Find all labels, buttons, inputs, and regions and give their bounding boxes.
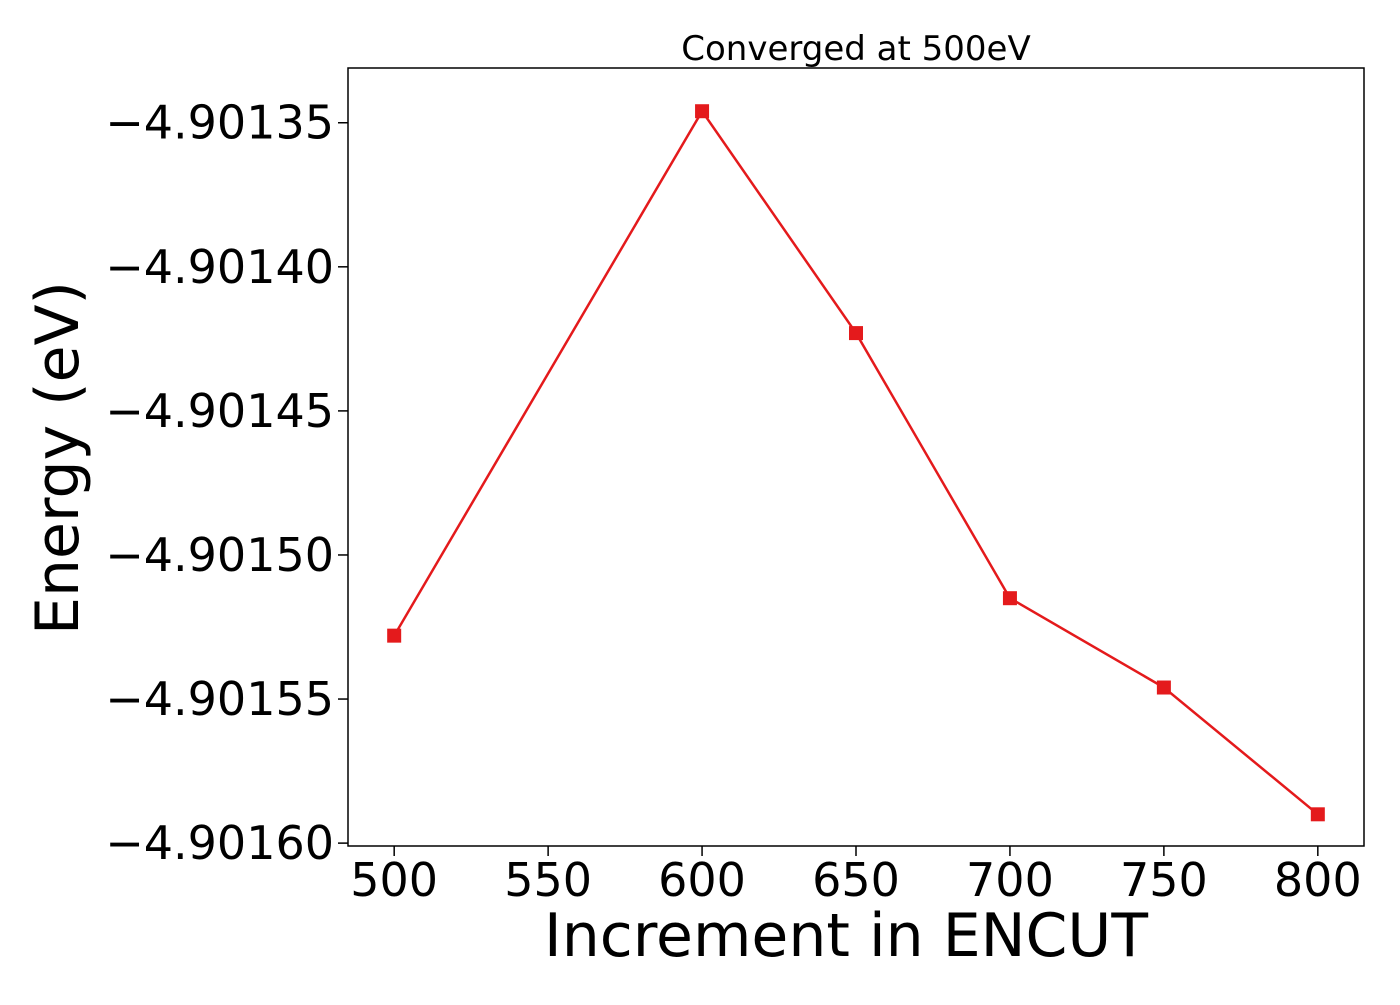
data-point — [1002, 591, 1017, 606]
x-tick-label: 650 — [812, 853, 900, 907]
data-point — [1156, 680, 1171, 695]
x-tick-label: 550 — [504, 853, 592, 907]
x-tick-label: 600 — [658, 853, 746, 907]
plot-frame — [347, 67, 1365, 847]
x-axis-label: Increment in ENCUT — [544, 901, 1148, 971]
chart-title: Converged at 500eV — [681, 29, 1030, 69]
y-axis-label: Energy (eV) — [23, 281, 93, 635]
y-tick-label: −4.90135 — [105, 96, 334, 150]
series-line — [393, 108, 1319, 816]
x-tick-label: 700 — [966, 853, 1054, 907]
y-tick-label: −4.90150 — [105, 528, 334, 582]
data-point — [695, 104, 710, 119]
x-tick-label: 500 — [350, 853, 438, 907]
y-tick-label: −4.90160 — [105, 816, 334, 870]
data-point — [1310, 807, 1325, 822]
x-tick-label: 800 — [1274, 853, 1362, 907]
y-tick-label: −4.90145 — [105, 384, 334, 438]
data-point — [849, 326, 863, 341]
x-tick-label: 750 — [1120, 853, 1208, 907]
data-point — [387, 628, 402, 643]
plot-area: 500 550 600 650 700 750 800 −4.90160 −4.90155 −4.… — [105, 67, 1365, 907]
y-tick-label: −4.90140 — [105, 240, 334, 294]
y-tick-label: −4.90155 — [105, 672, 334, 726]
